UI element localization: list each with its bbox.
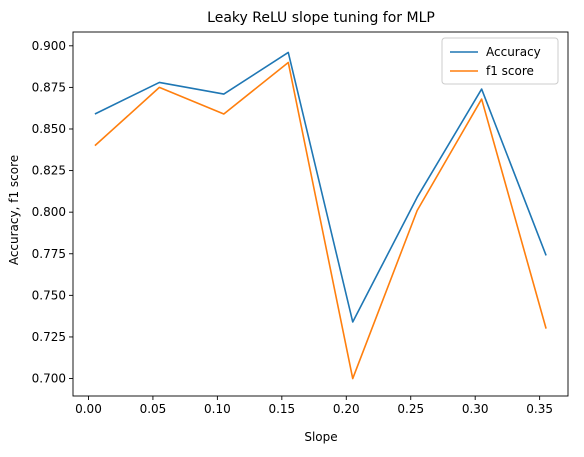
- x-tick-label: 0.20: [333, 402, 360, 416]
- legend-label-accuracy: Accuracy: [486, 45, 541, 59]
- legend-label-f1-score: f1 score: [486, 64, 534, 78]
- y-tick-label: 0.800: [32, 205, 66, 219]
- x-axis-label: Slope: [304, 430, 337, 444]
- x-tick-label: 0.05: [140, 402, 167, 416]
- x-tick-label: 0.00: [75, 402, 102, 416]
- legend-box: [441, 37, 559, 85]
- y-tick-label: 0.825: [32, 164, 66, 178]
- y-tick-label: 0.850: [32, 122, 66, 136]
- legend: Accuracy f1 score: [441, 37, 559, 85]
- x-tick-label: 0.10: [204, 402, 231, 416]
- y-tick-label: 0.700: [32, 372, 66, 386]
- y-tick-label: 0.875: [32, 80, 66, 94]
- x-tick-label: 0.35: [526, 402, 553, 416]
- y-tick-label: 0.775: [32, 247, 66, 261]
- x-tick-label: 0.30: [462, 402, 489, 416]
- plot-area: 0.00 0.05 0.10 0.15 0.20 0.25 0.30 0.35 0.700 0.7…: [32, 31, 569, 416]
- series-line-accuracy: [94, 51, 547, 323]
- y-tick-label: 0.725: [32, 330, 66, 344]
- chart-title: Leaky ReLU slope tuning for MLP: [207, 10, 435, 26]
- axes-frame: [72, 31, 569, 397]
- x-tick-label: 0.25: [397, 402, 424, 416]
- x-tick-label: 0.15: [268, 402, 295, 416]
- y-tick-label: 0.900: [32, 39, 66, 53]
- y-axis-label: Accuracy, f1 score: [7, 155, 21, 265]
- series-line-f1-score: [94, 61, 547, 380]
- y-tick-label: 0.750: [32, 288, 66, 302]
